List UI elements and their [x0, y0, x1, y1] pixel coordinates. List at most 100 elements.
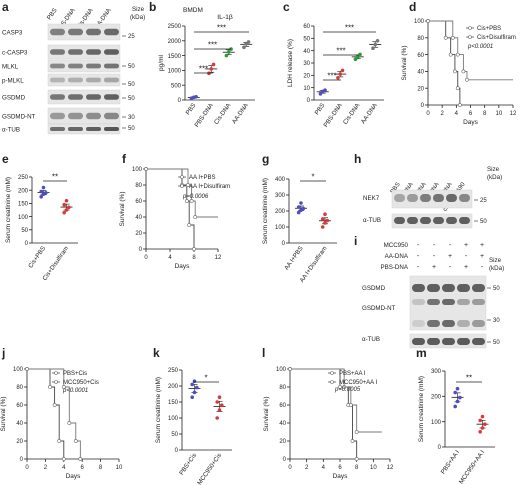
condition-value-i: -	[417, 253, 420, 260]
blot-band-i	[427, 299, 440, 305]
blot-band-a	[50, 28, 65, 36]
y-tick-label-j: 0	[20, 457, 24, 463]
blot-band-h	[420, 194, 431, 202]
data-point-c	[340, 68, 345, 73]
y-axis-title-m: Serum creatinine (mM)	[418, 376, 425, 442]
y-tick-label-c: 50	[303, 37, 310, 43]
blot-band-a	[104, 127, 119, 131]
y-tick-label-j: 80	[16, 385, 23, 391]
blot-strip-a	[47, 44, 121, 60]
data-point-c	[355, 55, 360, 59]
blot-size-label-a: Size	[132, 6, 145, 13]
blot-band-a	[86, 94, 101, 100]
blot-band-h	[446, 217, 457, 224]
data-point-e	[39, 189, 43, 194]
survival-marker-d	[453, 69, 457, 74]
y-tick-label-d: 20	[417, 86, 424, 92]
data-point-k	[215, 400, 219, 404]
sig-label-c: ***	[345, 24, 354, 33]
condition-value-i: -	[481, 264, 484, 271]
survival-marker-d	[455, 86, 460, 91]
data-point-c	[318, 92, 323, 96]
chart-title-b: IL-1β	[217, 14, 233, 21]
blot-band-i	[457, 284, 470, 292]
condition-value-i: +	[464, 242, 468, 249]
blot-band-h	[433, 217, 444, 224]
condition-value-i: -	[417, 242, 420, 249]
data-point-c	[323, 88, 327, 92]
blot-size-label-h: Size	[487, 166, 500, 173]
y-tick-label-c: 20	[303, 74, 310, 80]
data-point-c	[338, 72, 343, 76]
y-axis-title-c: LDH release (%)	[287, 39, 294, 87]
x-tick-label-k: MCC950+Cis	[196, 452, 223, 485]
panel-letter-m: m	[416, 346, 427, 360]
y-tick-label-g: 100	[275, 225, 286, 231]
data-point-b	[211, 62, 216, 67]
survival-marker-j	[25, 367, 29, 371]
x-tick-label-f: 0	[144, 255, 148, 261]
chart-subtitle-b: BMDM	[183, 7, 203, 14]
survival-curve-d	[428, 20, 513, 81]
sig-label-g: *	[311, 173, 314, 182]
x-tick-label-l: 6	[338, 465, 342, 471]
y-tick-label-l: 20	[279, 439, 286, 445]
blot-band-a	[104, 94, 119, 100]
legend-label-j: PBS+Cis	[63, 371, 87, 377]
y-tick-label-e: 0	[25, 241, 29, 247]
condition-label-i: AA-DNA	[385, 253, 409, 260]
blot-band-i	[427, 284, 440, 292]
y-tick-label-c: 40	[303, 49, 310, 55]
y-tick-label-e: 50	[21, 228, 28, 234]
survival-marker-f	[144, 167, 148, 171]
sig-label-b: ***	[208, 41, 217, 50]
data-point-m	[478, 418, 483, 423]
y-tick-label-j: 40	[16, 421, 23, 427]
x-tick-label-d: 4	[455, 111, 459, 117]
blot-band-a	[50, 77, 65, 83]
y-tick-label-c: 60	[303, 24, 310, 30]
y-axis-title-k: Serum creatinine (mM)	[155, 377, 162, 443]
y-tick-label-k: 50	[171, 432, 178, 438]
y-tick-label-f: 20	[135, 231, 142, 237]
panel-letter-j: j	[1, 346, 5, 360]
x-tick-label-l: 4	[322, 465, 326, 471]
blot-row-label-a: MLKL	[2, 64, 19, 71]
blot-row-label-a: GSDMD	[2, 95, 26, 102]
data-point-k	[192, 379, 197, 384]
blot-band-a	[50, 63, 65, 69]
blot-band-a	[68, 77, 83, 83]
y-tick-label-e: 100	[18, 215, 29, 221]
survival-marker-f	[186, 183, 190, 187]
panel-letter-d: d	[409, 0, 416, 14]
y-tick-label-f: 100	[132, 167, 143, 173]
x-tick-label-l: 12	[387, 465, 394, 471]
panel-letter-b: b	[149, 0, 156, 14]
legend-label-l: MCC950+AA I	[339, 380, 378, 386]
condition-value-i: +	[432, 264, 436, 271]
survival-curve-f	[146, 168, 195, 249]
y-tick-label-e: 250	[18, 175, 29, 181]
data-point-e	[41, 185, 46, 190]
y-tick-label-b: 1500	[168, 54, 182, 60]
y-tick-label-d: 80	[417, 36, 424, 42]
survival-marker-f	[192, 247, 196, 251]
legend-label-j: MCC950+Cis	[63, 380, 99, 386]
data-point-k	[217, 408, 222, 412]
legend-label-f: AA I+Disulfiram	[189, 184, 230, 190]
blot-band-a	[68, 28, 83, 36]
y-tick-label-l: 100	[276, 367, 287, 373]
y-axis-title-e: Serum creatinine (mM)	[5, 177, 12, 243]
survival-marker-j	[61, 385, 66, 389]
blot-band-a	[104, 112, 119, 120]
x-tick-label-b: AA-DNA	[231, 101, 251, 125]
blot-size-label-i: Size	[489, 257, 502, 264]
blot-band-a	[86, 112, 101, 120]
survival-marker-j	[78, 457, 83, 461]
sig-label-b: ***	[199, 65, 208, 74]
x-tick-label-c: AA-DNA	[360, 101, 380, 125]
blot-marker-label-h: 25	[480, 198, 487, 204]
x-tick-label-f: 12	[215, 255, 222, 261]
blot-marker-label-a: 50	[128, 126, 135, 132]
